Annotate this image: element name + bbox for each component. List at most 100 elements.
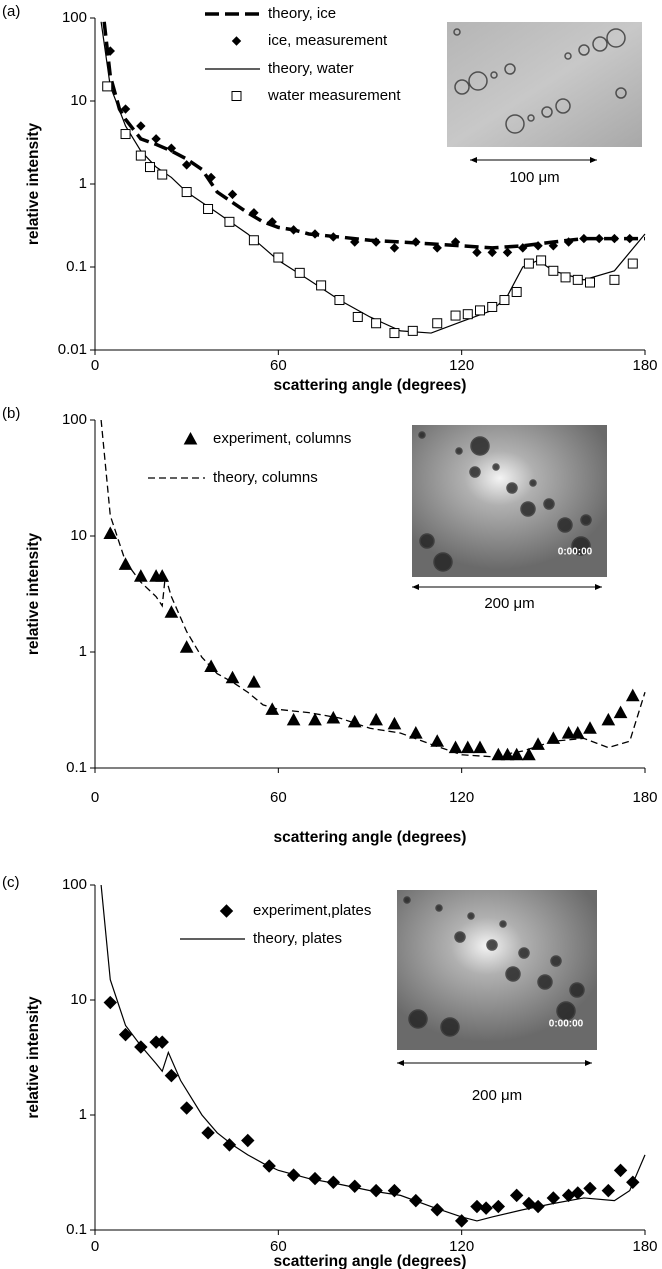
inset-particle [492,463,500,471]
inset-photo [447,22,642,147]
y-tick-label: 10 [70,527,87,544]
x-tick-label: 180 [632,357,657,374]
inset-timestamp: 0:00:00 [558,547,593,558]
x-tick-label: 60 [270,789,287,806]
marker-triangle [286,712,301,726]
marker-diamond [479,1201,493,1215]
inset-particle [490,71,498,79]
inset-particle [468,71,488,91]
inset-particle [615,87,627,99]
inset-particle [520,501,536,517]
scale-arrowhead [397,1060,404,1066]
inset-particle [469,466,481,478]
marker-diamond [155,1035,169,1049]
marker-diamond [249,208,259,218]
marker-diamond [502,247,513,258]
marker-square [523,258,534,269]
marker-triangle [509,747,524,761]
y-axis-title: relative intensity [25,532,42,655]
inset-caption: 100 μm [509,169,559,186]
marker-square [560,272,571,283]
inset-particle [527,114,535,122]
x-tick-label: 120 [449,357,474,374]
panel-label: (c) [2,874,20,891]
inset-particle [418,431,426,439]
marker-square [102,81,113,92]
marker-square [224,216,235,227]
inset-particle [505,114,525,134]
marker-diamond [601,1183,616,1198]
legend-label: theory, ice [268,5,336,22]
inset-particle [580,514,592,526]
inset-particle [569,982,585,998]
marker-triangle [613,705,628,719]
y-tick-label: 0.01 [58,341,87,358]
inset-particle [504,63,516,75]
marker-diamond [103,995,117,1010]
marker-triangle [531,737,545,750]
marker-diamond [411,237,421,247]
marker-triangle [118,557,133,570]
marker-square [627,258,638,269]
marker-triangle [387,716,402,730]
marker-diamond [288,225,299,235]
marker-diamond [470,1199,484,1214]
inset-particle [486,939,498,951]
y-axis-title: relative intensity [25,996,42,1119]
inset-particle [453,28,461,36]
x-tick-label: 0 [91,789,99,806]
marker-diamond [227,189,238,200]
scale-arrowhead [595,584,602,590]
inset-particle [550,955,562,967]
marker-square [487,301,498,312]
marker-diamond [583,1181,597,1196]
marker-square [548,265,559,276]
y-tick-label: 0.1 [66,759,87,776]
marker-diamond [579,233,589,244]
legend-label: experiment, columns [213,430,351,447]
marker-diamond [231,36,242,46]
inset-particle [499,920,507,928]
marker-triangle [183,431,198,445]
marker-square [450,310,461,321]
inset-particle [541,106,553,118]
y-tick-label: 0.1 [66,1221,87,1238]
marker-square [120,129,131,140]
inset-particle [518,947,530,959]
marker-diamond [166,143,177,153]
inset-particle [403,896,411,904]
inset-particle [433,552,453,572]
marker-square [352,311,363,322]
marker-square [203,203,214,214]
inset-particle [455,447,463,455]
marker-diamond [454,1214,469,1228]
x-axis-title: scattering angle (degrees) [274,377,467,394]
marker-triangle [103,526,118,540]
marker-triangle [583,721,597,734]
marker-diamond [164,1068,179,1083]
marker-triangle [522,747,536,761]
inset-particle [435,904,443,912]
marker-diamond [181,160,192,170]
inset-particle [467,912,475,920]
x-tick-label: 120 [449,789,474,806]
marker-square [248,235,259,246]
marker-square [609,274,620,285]
marker-square [511,286,522,297]
marker-diamond [472,247,482,258]
series-line [100,884,646,1222]
marker-diamond [222,1138,237,1152]
marker-triangle [473,740,487,754]
y-tick-label: 100 [62,411,87,428]
y-tick-label: 1 [79,1106,87,1123]
marker-diamond [348,1179,362,1193]
inset-caption: 200 μm [484,595,534,612]
y-tick-label: 1 [79,643,87,660]
marker-triangle [408,726,423,739]
inset-photo [397,890,597,1050]
marker-diamond [369,1183,383,1198]
inset-particle [505,966,521,982]
marker-diamond [389,243,400,253]
y-tick-label: 100 [62,9,87,26]
